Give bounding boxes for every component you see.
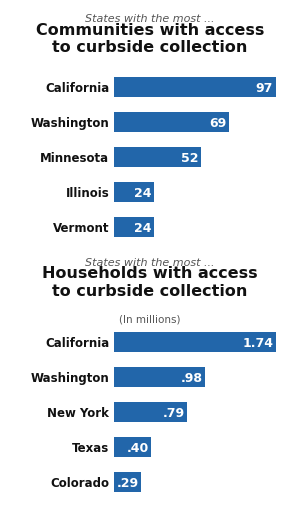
Text: 1.74: 1.74 xyxy=(242,336,273,349)
Bar xyxy=(114,437,151,458)
Text: Vermont: Vermont xyxy=(53,221,109,234)
Bar xyxy=(114,367,205,387)
Text: Texas: Texas xyxy=(72,441,109,454)
Text: 52: 52 xyxy=(181,151,198,164)
Bar xyxy=(114,78,275,98)
Text: 97: 97 xyxy=(256,81,273,94)
Bar xyxy=(114,148,201,168)
Text: .79: .79 xyxy=(163,406,185,419)
Text: States with the most ...: States with the most ... xyxy=(85,14,215,24)
Text: Colorado: Colorado xyxy=(50,476,109,489)
Bar xyxy=(114,402,187,422)
Bar xyxy=(114,332,275,353)
Text: Minnesota: Minnesota xyxy=(40,151,109,164)
Text: States with the most ...: States with the most ... xyxy=(85,257,215,267)
Text: 69: 69 xyxy=(209,117,226,129)
Text: .98: .98 xyxy=(181,371,202,384)
Text: Washington: Washington xyxy=(30,117,109,129)
Text: Households with access
to curbside collection: Households with access to curbside colle… xyxy=(42,266,258,298)
Text: 24: 24 xyxy=(134,221,152,234)
Text: 24: 24 xyxy=(134,186,152,199)
Text: .29: .29 xyxy=(116,476,139,489)
Text: New York: New York xyxy=(47,406,109,419)
Text: .40: .40 xyxy=(127,441,149,454)
Text: Washington: Washington xyxy=(30,371,109,384)
Text: Illinois: Illinois xyxy=(65,186,109,199)
Bar xyxy=(114,217,154,238)
Text: Communities with access
to curbside collection: Communities with access to curbside coll… xyxy=(36,23,264,55)
Text: (In millions): (In millions) xyxy=(119,314,181,324)
Bar xyxy=(114,112,229,133)
Text: California: California xyxy=(45,81,109,94)
Text: California: California xyxy=(45,336,109,349)
Bar xyxy=(114,472,141,492)
Bar xyxy=(114,183,154,203)
